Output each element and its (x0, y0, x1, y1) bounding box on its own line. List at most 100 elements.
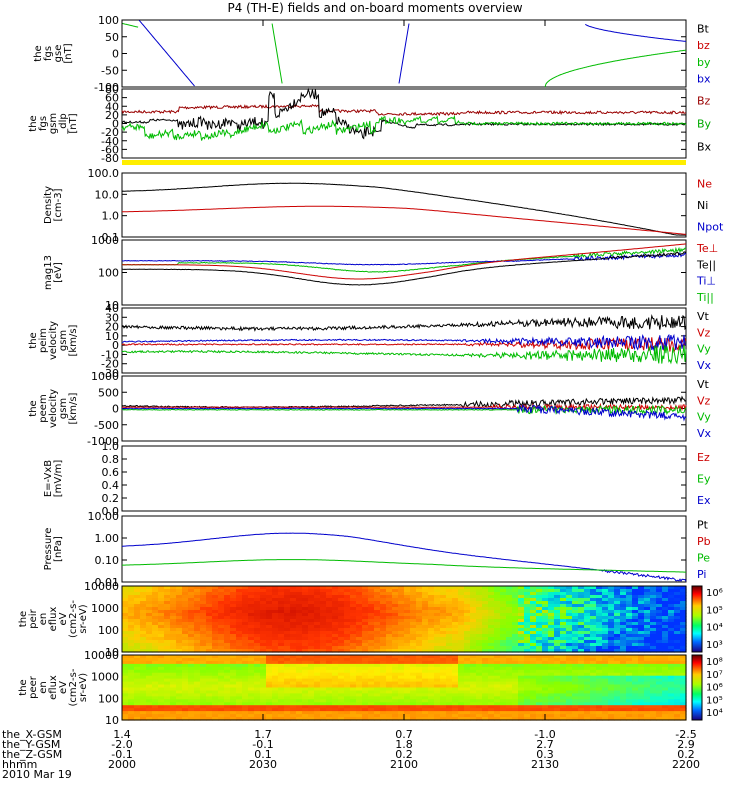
heatmap-cell (374, 705, 381, 709)
heatmap-cell (302, 690, 309, 695)
heatmap-cell (590, 663, 597, 668)
heatmap-cell (404, 708, 411, 712)
heatmap-cell (194, 610, 201, 614)
heatmap-cell (254, 660, 261, 665)
heatmap-cell (476, 669, 483, 674)
heatmap-cell (134, 598, 141, 602)
heatmap-cell (632, 613, 639, 617)
heatmap-cell (332, 681, 339, 686)
heatmap-cell (560, 660, 567, 665)
heatmap-cell (500, 634, 507, 638)
heatmap-cell (302, 610, 309, 614)
heatmap-cell (650, 699, 657, 703)
heatmap-cell (680, 646, 687, 650)
heatmap-cell (614, 702, 621, 706)
heatmap-cell (536, 711, 543, 715)
heatmap-cell (626, 678, 633, 683)
heatmap-cell (578, 643, 585, 647)
y-axis-label: (cm2-s- (68, 600, 79, 638)
heatmap-cell (218, 646, 225, 650)
heatmap-cell (176, 672, 183, 677)
heatmap-cell (674, 646, 681, 650)
heatmap-cell (392, 628, 399, 632)
heatmap-cell (620, 666, 627, 671)
heatmap-cell (134, 628, 141, 632)
heatmap-cell (374, 711, 381, 715)
heatmap-cell (224, 711, 231, 715)
heatmap-cell (380, 658, 387, 662)
heatmap-cell (602, 678, 609, 683)
heatmap-cell (656, 663, 663, 668)
heatmap-cell (272, 672, 279, 677)
heatmap-cell (488, 625, 495, 629)
heatmap-cell (320, 690, 327, 695)
heatmap-cell (170, 619, 177, 623)
heatmap-cell (650, 637, 657, 641)
heatmap-cell (290, 714, 297, 718)
heatmap-cell (212, 693, 219, 697)
heatmap-cell (506, 622, 513, 626)
heatmap-cell (626, 708, 633, 712)
heatmap-cell (380, 675, 387, 680)
heatmap-cell (620, 646, 627, 650)
legend-entry-te: Te⊥ (696, 242, 718, 255)
heatmap-cell (344, 592, 351, 596)
heatmap-cell (140, 663, 147, 668)
heatmap-cell (152, 658, 159, 662)
heatmap-cell (638, 663, 645, 668)
heatmap-cell (134, 643, 141, 647)
heatmap-cell (644, 660, 651, 665)
heatmap-cell (290, 675, 297, 680)
heatmap-cell (656, 601, 663, 605)
heatmap-cell (458, 681, 465, 686)
legend-entry-pb: Pb (697, 535, 711, 548)
heatmap-cell (470, 708, 477, 712)
heatmap-cell (212, 604, 219, 608)
heatmap-cell (668, 640, 675, 644)
heatmap-cell (128, 717, 135, 721)
heatmap-cell (476, 592, 483, 596)
heatmap-cell (470, 687, 477, 692)
heatmap-cell (596, 705, 603, 709)
heatmap-cell (566, 669, 573, 674)
heatmap-cell (656, 586, 663, 590)
heatmap-cell (152, 646, 159, 650)
heatmap-cell (200, 592, 207, 596)
heatmap-cell (470, 613, 477, 617)
heatmap-cell (404, 643, 411, 647)
heatmap-cell (314, 669, 321, 674)
heatmap-cell (404, 699, 411, 703)
heatmap-cell (224, 595, 231, 599)
heatmap-cell (560, 613, 567, 617)
heatmap-cell (410, 660, 417, 665)
heatmap-cell (218, 622, 225, 626)
heatmap-cell (530, 640, 537, 644)
heatmap-cell (410, 678, 417, 683)
heatmap-cell (524, 684, 531, 689)
heatmap-cell (350, 607, 357, 611)
heatmap-cell (428, 696, 435, 700)
heatmap-cell (452, 658, 459, 662)
heatmap-cell (422, 711, 429, 715)
series-by (271, 23, 283, 84)
heatmap-cell (140, 708, 147, 712)
heatmap-cell (134, 666, 141, 671)
heatmap-cell (146, 693, 153, 697)
heatmap-cell (398, 690, 405, 695)
heatmap-cell (590, 658, 597, 662)
heatmap-cell (260, 640, 267, 644)
heatmap-cell (578, 601, 585, 605)
heatmap-cell (290, 646, 297, 650)
heatmap-cell (356, 711, 363, 715)
heatmap-cell (266, 649, 273, 653)
x-axis-value: 1.7 (254, 728, 272, 741)
heatmap-cell (464, 702, 471, 706)
heatmap-cell (632, 675, 639, 680)
heatmap-cell (518, 666, 525, 671)
heatmap-cell (596, 678, 603, 683)
heatmap-cell (266, 711, 273, 715)
heatmap-cell (380, 684, 387, 689)
heatmap-cell (302, 622, 309, 626)
heatmap-cell (242, 687, 249, 692)
heatmap-cell (500, 669, 507, 674)
